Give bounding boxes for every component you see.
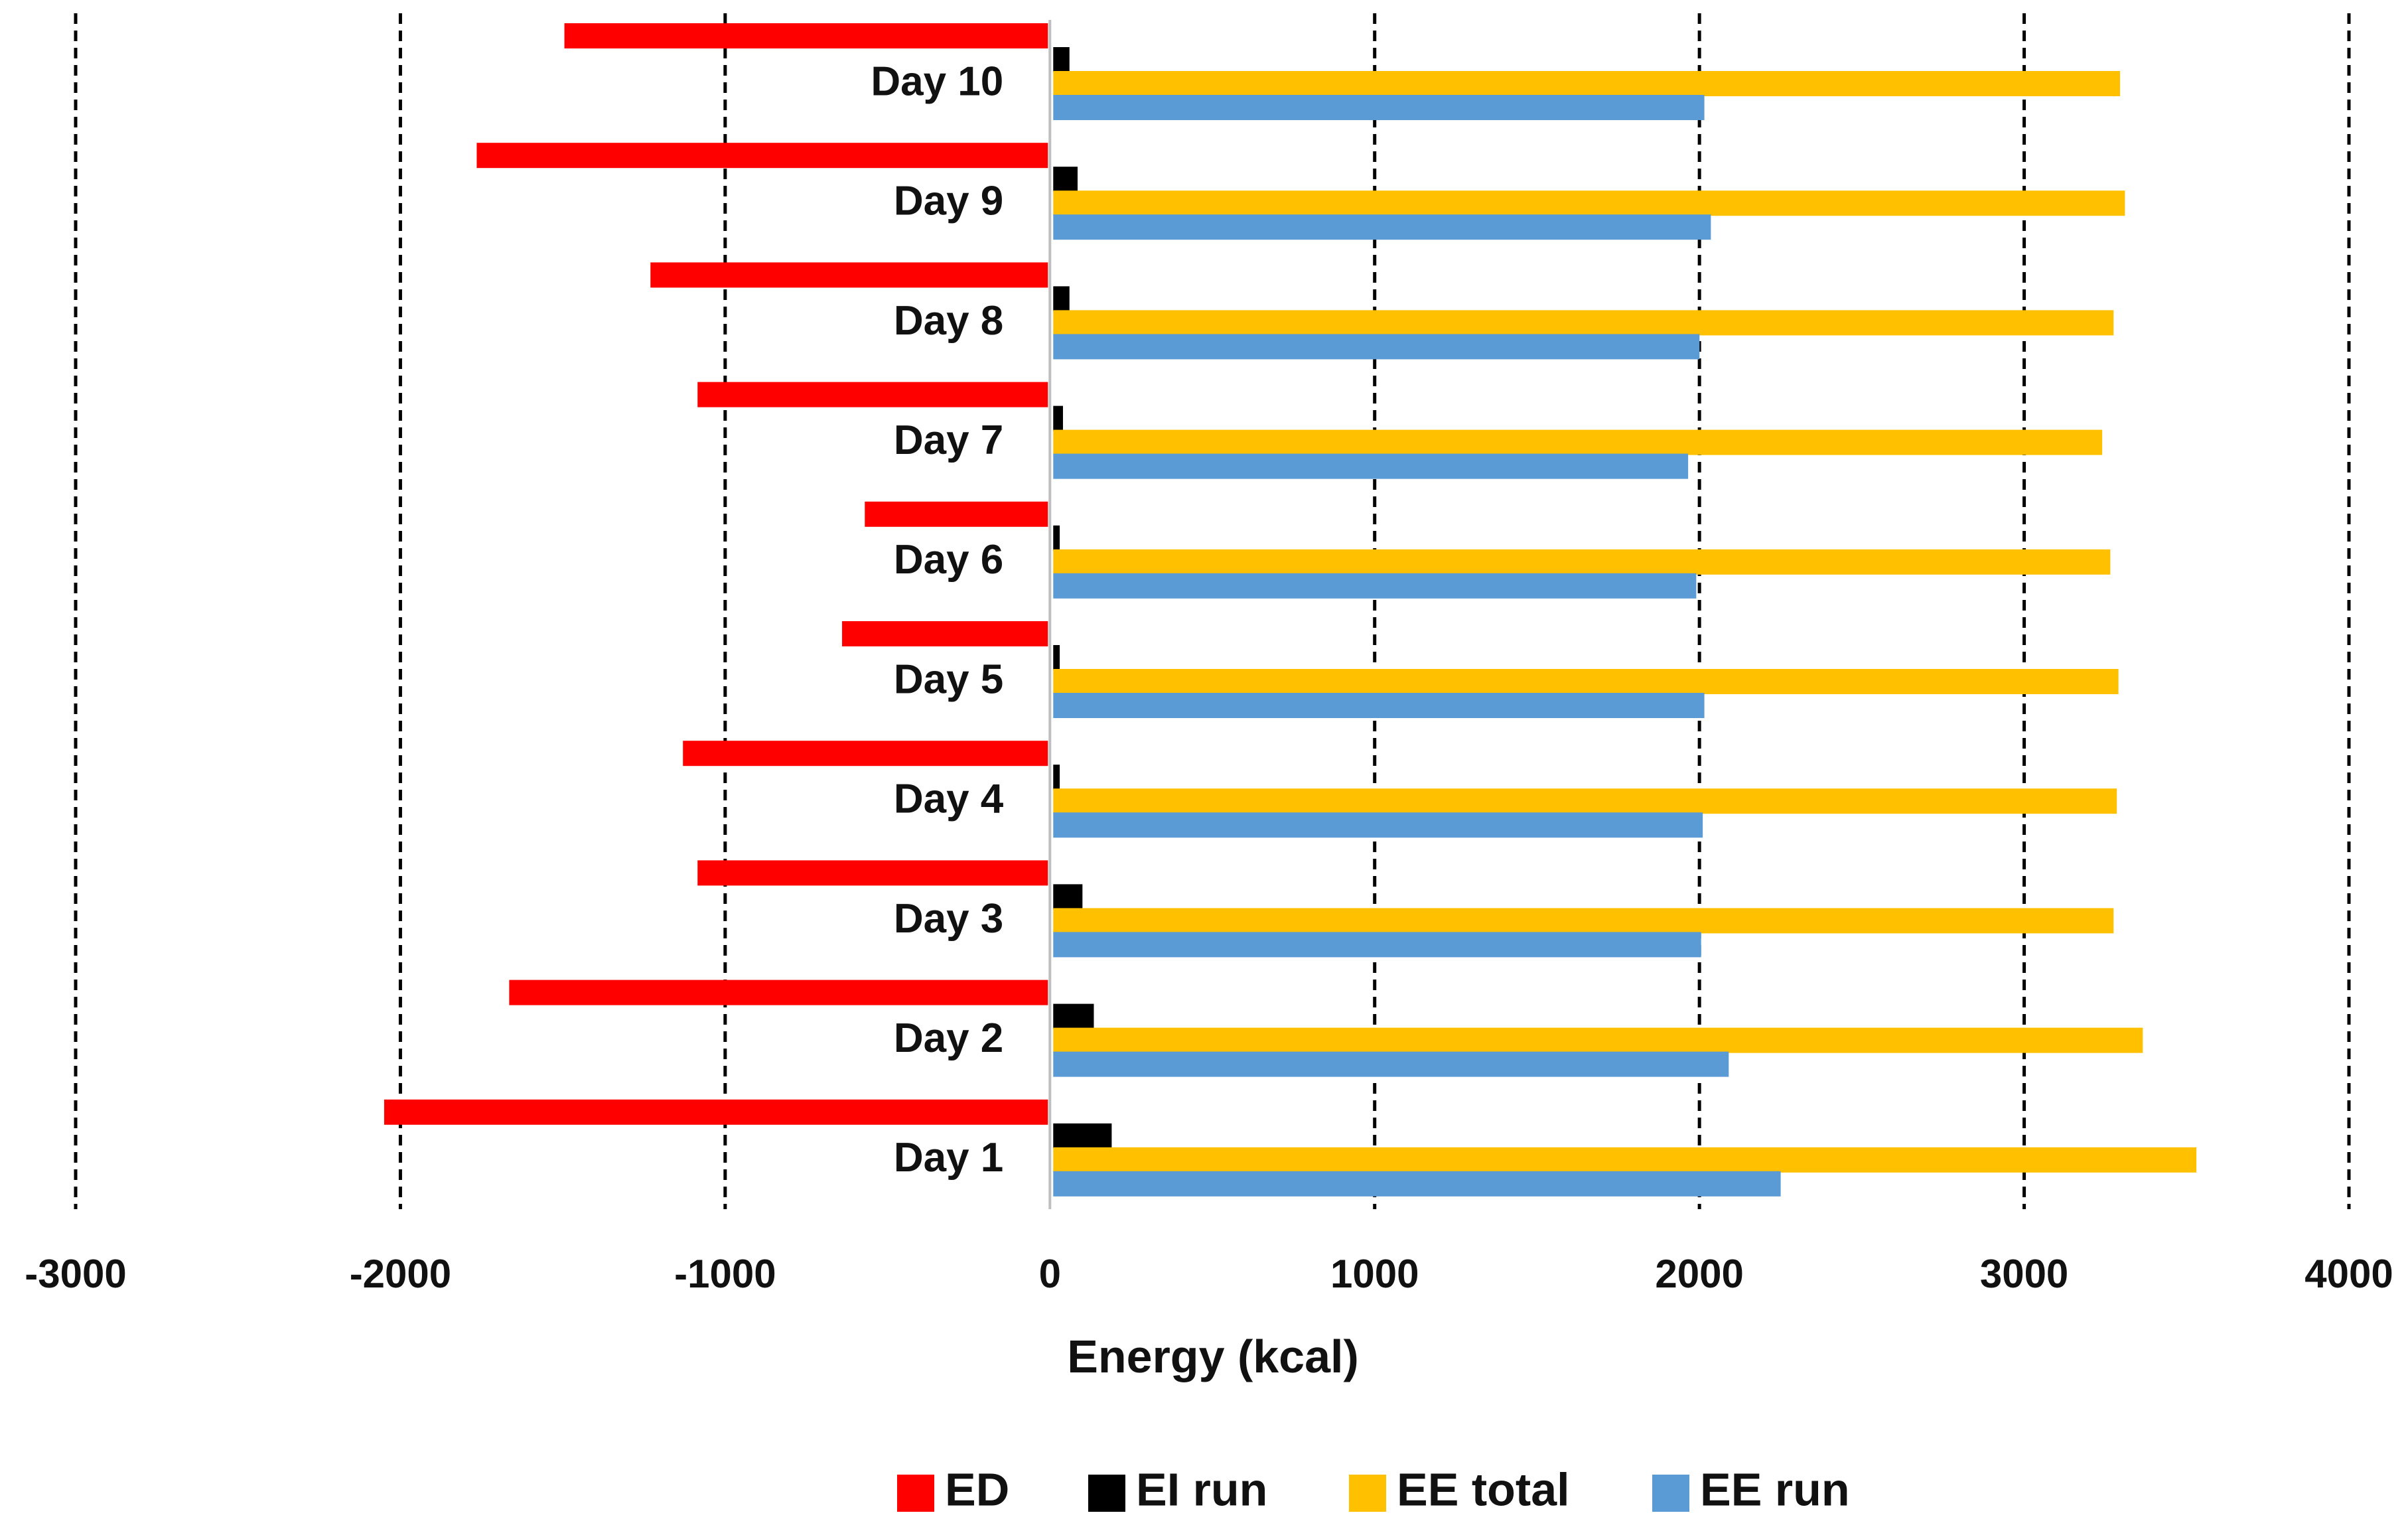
category-label: Day 5 <box>894 656 1003 702</box>
bar-ee-total-day-2 <box>1053 1027 2143 1053</box>
legend-swatch-ee-total <box>1349 1475 1386 1512</box>
bar-ei-run-day-9 <box>1053 167 1078 192</box>
bar-ee-run-day-6 <box>1053 573 1697 599</box>
bar-ee-total-day-9 <box>1053 190 2125 216</box>
bar-ed-day-1 <box>384 1099 1048 1125</box>
x-tick-labels: -3000 -2000 -1000 0 1000 2000 3000 4000 <box>25 1252 2393 1296</box>
bar-ee-total-day-10 <box>1053 71 2121 96</box>
bar-ee-total-day-5 <box>1053 669 2119 694</box>
bar-ed-day-4 <box>683 741 1048 767</box>
bar-ee-run-day-5 <box>1053 693 1705 718</box>
bar-ee-run-day-2 <box>1053 1051 1729 1077</box>
bars <box>384 23 2197 1197</box>
bar-ee-total-day-8 <box>1053 310 2114 336</box>
bar-ee-run-day-4 <box>1053 812 1703 838</box>
bar-ee-run-day-7 <box>1053 453 1689 479</box>
bar-ee-run-day-3 <box>1053 932 1701 958</box>
legend: ED EI run EE total EE run <box>897 1463 1850 1515</box>
bar-ee-run-day-1 <box>1053 1171 1781 1197</box>
category-label: Day 4 <box>894 776 1004 822</box>
bar-ed-day-5 <box>842 621 1048 646</box>
bar-ei-run-day-1 <box>1053 1123 1112 1149</box>
bar-ed-day-7 <box>697 382 1048 407</box>
legend-swatch-ed <box>897 1475 934 1512</box>
x-axis-title: Energy (kcal) <box>1067 1331 1359 1382</box>
legend-swatch-ei-run <box>1088 1475 1125 1512</box>
legend-swatch-ee-run <box>1652 1475 1689 1512</box>
category-label: Day 2 <box>894 1015 1003 1061</box>
bar-ei-run-day-7 <box>1053 405 1063 431</box>
bar-ed-day-10 <box>564 23 1048 48</box>
bar-ee-run-day-9 <box>1053 214 1711 240</box>
category-label: Day 3 <box>894 896 1003 942</box>
bar-ee-total-day-1 <box>1053 1147 2197 1173</box>
legend-label-ed: ED <box>945 1463 1009 1515</box>
bar-ed-day-9 <box>476 143 1048 169</box>
category-label: Day 1 <box>894 1135 1003 1181</box>
bar-ed-day-2 <box>509 980 1048 1005</box>
x-tick-label: 3000 <box>1980 1252 2068 1296</box>
x-tick-label: -1000 <box>674 1252 776 1296</box>
x-tick-label: -3000 <box>25 1252 126 1296</box>
bar-ee-total-day-4 <box>1053 788 2117 814</box>
bar-ei-run-day-10 <box>1053 47 1070 72</box>
category-label: Day 10 <box>871 58 1003 104</box>
bar-ei-run-day-3 <box>1053 884 1083 910</box>
legend-label-ee-total: EE total <box>1397 1463 1570 1515</box>
category-label: Day 7 <box>894 417 1003 463</box>
bar-ee-run-day-10 <box>1053 95 1705 120</box>
legend-label-ei-run: EI run <box>1136 1463 1267 1515</box>
bar-ed-day-8 <box>650 262 1048 288</box>
x-tick-label: 4000 <box>2304 1252 2393 1296</box>
category-labels: Day 1 Day 2 Day 3 Day 4 Day 5 Day 6 Day 7 Day 8… <box>871 58 1003 1181</box>
category-label: Day 6 <box>894 537 1003 583</box>
bar-ee-total-day-3 <box>1053 908 2114 934</box>
x-tick-label: -2000 <box>350 1252 451 1296</box>
x-tick-label: 2000 <box>1655 1252 1743 1296</box>
bar-ee-run-day-8 <box>1053 334 1700 360</box>
x-tick-label: 1000 <box>1330 1252 1419 1296</box>
category-label: Day 8 <box>894 298 1003 344</box>
bar-ei-run-day-4 <box>1053 765 1060 790</box>
bar-ee-total-day-7 <box>1053 429 2103 455</box>
bar-ei-run-day-2 <box>1053 1003 1094 1029</box>
bar-ei-run-day-8 <box>1053 286 1070 312</box>
category-label: Day 9 <box>894 179 1003 224</box>
legend-label-ee-run: EE run <box>1700 1463 1850 1515</box>
bar-ed-day-6 <box>865 501 1048 527</box>
bar-ee-total-day-6 <box>1053 549 2111 575</box>
bar-ei-run-day-5 <box>1053 645 1060 670</box>
bar-ei-run-day-6 <box>1053 525 1060 551</box>
bar-ed-day-3 <box>697 860 1048 886</box>
x-tick-label: 0 <box>1039 1252 1061 1296</box>
